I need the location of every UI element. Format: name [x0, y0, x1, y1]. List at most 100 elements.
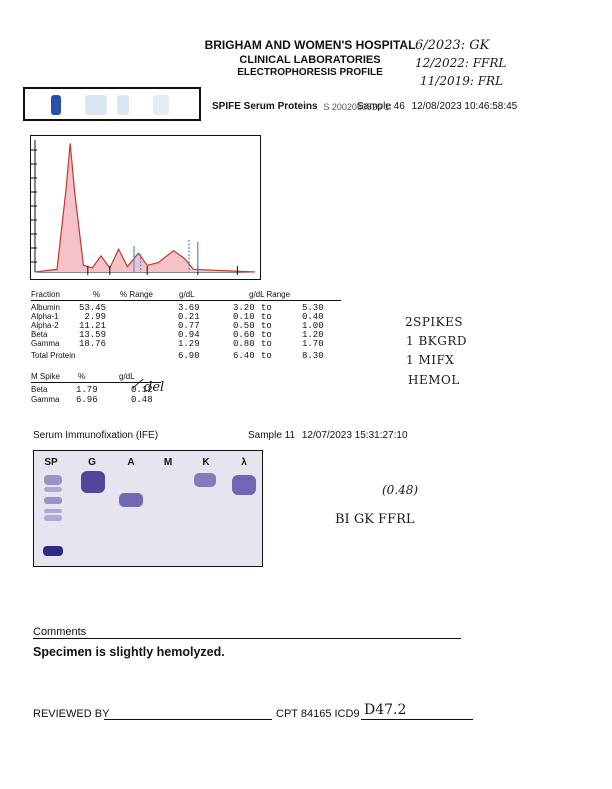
- fraction-range-hi: 1.20: [302, 330, 324, 340]
- mspike-col-gdl: g/dL: [119, 372, 135, 381]
- fraction-pct: 53.45: [78, 303, 106, 313]
- fraction-row: Alpha-1 2.99 0.21 0.10 to 0.40: [31, 312, 341, 322]
- mspike-col-name: M Spike: [31, 372, 60, 381]
- mspike-name: Beta: [31, 385, 48, 394]
- ife-sample: Sample 11: [248, 430, 296, 441]
- spife-id: S 2002050520 13: [323, 102, 392, 112]
- handwritten-note-3: 1 MIFX: [406, 353, 455, 367]
- fraction-range-lo: 0.50: [233, 321, 255, 331]
- fraction-row: Alpha-2 11.21 0.77 0.50 to 1.00: [31, 321, 341, 331]
- patient-id-box: [23, 87, 201, 121]
- fraction-pct: 13.59: [78, 330, 106, 340]
- fraction-gdl: 0.77: [178, 321, 200, 331]
- fraction-range-lo: 0.10: [233, 312, 255, 322]
- densitogram-line: [34, 143, 256, 273]
- gel-band: [44, 475, 62, 485]
- fraction-range-to: to: [261, 330, 272, 340]
- gel-band-lambda: [232, 475, 256, 495]
- redaction-mark: [85, 95, 107, 115]
- mspike-header: M Spike % g/dL: [31, 372, 161, 383]
- handwritten-note-1: 2SPIKES: [405, 315, 464, 329]
- spife-datetime: 12/08/2023 10:46:58:45: [411, 101, 518, 112]
- total-hi: 8.30: [302, 351, 324, 361]
- total-lo: 6.40: [233, 351, 255, 361]
- mspike-pct: 1.79: [76, 385, 98, 395]
- ife-sample-line: Sample 11 12/07/2023 15:31:27:10: [248, 430, 408, 441]
- cpt-label: CPT 84165 ICD9: [276, 708, 360, 720]
- fraction-range-to: to: [261, 321, 272, 331]
- comments-rule: [33, 638, 461, 639]
- spife-line: SPIFE Serum Proteins S 2002050520 13: [212, 101, 391, 112]
- fraction-pct: 11.21: [78, 321, 106, 331]
- redaction-mark: [51, 95, 61, 115]
- gel-band-a: [119, 493, 143, 507]
- fraction-pct: 2.99: [84, 312, 106, 322]
- ife-label: Serum Immunofixation (IFE): [33, 430, 159, 441]
- fraction-name: Gamma: [31, 339, 60, 348]
- fraction-name: Beta: [31, 330, 48, 339]
- cropped-row: [31, 408, 251, 416]
- fraction-range-to: to: [261, 339, 272, 349]
- hospital-name: BRIGHAM AND WOMEN'S HOSPITAL: [204, 38, 416, 52]
- reviewed-by-line[interactable]: [104, 719, 272, 720]
- fraction-row: Gamma 18.76 1.29 0.80 to 1.70: [31, 339, 341, 349]
- handwritten-note-2: 1 BKGRD: [406, 334, 467, 348]
- mspike-pct: 6.96: [76, 395, 98, 405]
- icd-code: D47.2: [364, 702, 407, 718]
- total-to: to: [261, 351, 272, 361]
- ife-gel-image: SP G A M K λ: [33, 450, 263, 567]
- fraction-range-hi: 0.40: [302, 312, 324, 322]
- col-gdl-range: g/dL Range: [249, 290, 291, 299]
- fraction-name: Alpha-2: [31, 321, 59, 330]
- fraction-gdl: 3.69: [178, 303, 200, 313]
- handwritten-date-1: 6/2023: GK: [415, 38, 490, 53]
- col-fraction: Fraction: [31, 290, 60, 299]
- total-gdl: 6.90: [178, 351, 200, 361]
- total-label: Total Protein: [31, 351, 76, 360]
- col-pct: %: [93, 290, 101, 299]
- col-gdl: g/dL: [179, 290, 195, 299]
- handwritten-ife-note: BI GK FFRL: [335, 512, 415, 527]
- comments-text: Specimen is slightly hemolyzed.: [33, 645, 225, 659]
- fraction-table: Fraction % % Range g/dL g/dL Range Album…: [31, 290, 341, 362]
- fraction-gdl: 0.21: [178, 312, 200, 322]
- lane-label-lambda: λ: [241, 457, 247, 468]
- gel-band-g: [81, 471, 105, 493]
- mspike-gdl: 0.12: [131, 385, 153, 395]
- spife-sample: Sample 46: [357, 101, 405, 112]
- mspike-table: M Spike % g/dL Beta 1.79 0.12 Gamma 6.96…: [31, 372, 161, 405]
- comments-title: Comments: [33, 626, 87, 638]
- col-pct-range: % Range: [120, 290, 153, 299]
- lane-label-a: A: [127, 457, 135, 468]
- fraction-range-hi: 1.00: [302, 321, 324, 331]
- mspike-col-pct: %: [78, 372, 86, 381]
- mspike-row: Beta 1.79 0.12: [31, 385, 161, 395]
- redaction-mark: [117, 95, 129, 115]
- handwritten-ife-value: (0.48): [382, 483, 419, 497]
- densitogram-svg: [31, 140, 256, 275]
- fraction-range-to: to: [261, 303, 272, 313]
- fraction-pct: 18.76: [78, 339, 106, 349]
- fraction-range-hi: 5.30: [302, 303, 324, 313]
- lane-label-k: K: [202, 457, 210, 468]
- gel-band: [44, 497, 62, 504]
- reviewed-by-label: REVIEWED BY: [33, 708, 110, 720]
- gel-band-albumin: [43, 546, 63, 556]
- fraction-row: Beta 13.59 0.94 0.60 to 1.20: [31, 330, 341, 340]
- fraction-name: Albumin: [31, 303, 60, 312]
- icd-line[interactable]: [361, 719, 473, 720]
- del-annotation: del: [144, 380, 165, 395]
- fraction-gdl: 0.94: [178, 330, 200, 340]
- ife-datetime: 12/07/2023 15:31:27:10: [301, 430, 408, 441]
- spife-label: SPIFE Serum Proteins: [212, 101, 318, 112]
- gel-band: [44, 487, 62, 492]
- mspike-gdl: 0.48: [131, 395, 153, 405]
- mspike-name: Gamma: [31, 395, 60, 404]
- lane-label-g: G: [88, 457, 96, 468]
- mspike-row: Gamma 6.96 0.48: [31, 395, 161, 405]
- gel-band-k: [194, 473, 216, 487]
- fraction-gdl: 1.29: [178, 339, 200, 349]
- handwritten-note-4: HEMOL: [408, 373, 460, 387]
- handwritten-date-3: 11/2019: FRL: [420, 74, 504, 88]
- lane-label-sp: SP: [44, 457, 58, 468]
